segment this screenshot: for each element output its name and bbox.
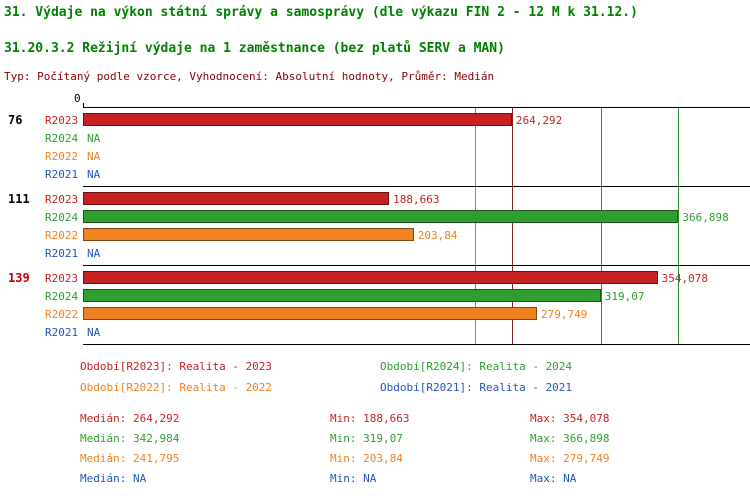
legend-item-r2021: Období[R2021]: Realita - 2021 (380, 381, 573, 394)
bar-r2024 (83, 210, 679, 223)
value-label: NA (87, 168, 101, 181)
chart-row: 139 R2023 354,078 (0, 269, 750, 287)
series-label: R2023 (45, 113, 79, 127)
series-label: R2022 (45, 149, 79, 163)
series-label: R2021 (45, 325, 79, 339)
stat-max-r2024: Max: 366,898 (530, 432, 610, 445)
stat-max-r2023: Max: 354,078 (530, 412, 610, 425)
value-label: 279,749 (540, 308, 588, 321)
stat-max-r2022: Max: 279,749 (530, 452, 610, 465)
bar-r2022 (83, 228, 414, 241)
value-label: 354,078 (661, 272, 708, 285)
chart-row: R2022 203,84 (0, 226, 750, 244)
reference-line (475, 108, 477, 344)
legend-item-r2024: Období[R2024]: Realita - 2024 (380, 360, 573, 373)
legend-item-r2023: Období[R2023]: Realita - 2023 (80, 360, 273, 373)
value-label: NA (87, 132, 101, 145)
bar-track: 319,07 (83, 287, 750, 305)
stat-median-r2023: Medián: 264,292 (80, 412, 180, 425)
bar-r2023 (83, 113, 512, 126)
bar-track: 264,292 (83, 111, 750, 129)
stat-median-r2021: Medián: NA (80, 472, 147, 485)
stats-block: Medián: 264,292 Min: 188,663 Max: 354,07… (0, 412, 750, 492)
stat-max-r2021: Max: NA (530, 472, 577, 485)
report-title: 31. Výdaje na výkon státní správy a samo… (4, 5, 638, 20)
chart-row: R2022 279,749 (0, 305, 750, 323)
value-label: 264,292 (515, 114, 563, 127)
series-label: R2021 (45, 246, 79, 260)
chart-row: R2021 NA (0, 244, 750, 262)
series-label: R2024 (45, 210, 79, 224)
group-label: 111 (8, 192, 30, 206)
chart-row: R2021 NA (0, 165, 750, 183)
bar-r2024 (83, 289, 601, 302)
reference-line (511, 108, 513, 344)
group-label: 76 (8, 113, 23, 127)
series-label: R2024 (45, 131, 79, 145)
value-label: 366,898 (682, 211, 729, 224)
stat-min-r2024: Min: 319,07 (330, 432, 403, 445)
value-label: 203,84 (417, 229, 458, 242)
chart-row: R2024 319,07 (0, 287, 750, 305)
bar-track: 203,84 (83, 226, 750, 244)
value-label: 319,07 (604, 290, 645, 303)
stat-median-r2024: Medián: 342,984 (80, 432, 180, 445)
bar-track: NA (83, 244, 750, 262)
bar-group: 111 R2023 188,663 R2024 366,898 R2022 203,84 R2… (0, 187, 750, 265)
value-label: NA (87, 326, 101, 339)
bar-track: NA (83, 165, 750, 183)
bar-track: 279,749 (83, 305, 750, 323)
chart-row: R2022 NA (0, 147, 750, 165)
bar-group: 139 R2023 354,078 R2024 319,07 R2022 279,749 R2… (0, 266, 750, 344)
bar-chart: 0 76 R2023 264,292 R2024 NA R2022 NA R2021 NA 111… (0, 92, 750, 345)
series-label: R2021 (45, 167, 79, 181)
value-label: NA (87, 150, 101, 163)
chart-row: 76 R2023 264,292 (0, 111, 750, 129)
series-label: R2022 (45, 307, 79, 321)
legend: Období[R2023]: Realita - 2023 Období[R20… (0, 360, 750, 400)
chart-meta-line: Typ: Počítaný podle vzorce, Vyhodnocení:… (4, 70, 495, 83)
legend-item-r2022: Období[R2022]: Realita - 2022 (80, 381, 273, 394)
bar-track: 354,078 (83, 269, 750, 287)
value-label: 188,663 (393, 193, 440, 206)
chart-row: R2021 NA (0, 323, 750, 341)
series-label: R2023 (45, 192, 79, 206)
reference-line (678, 108, 680, 344)
reference-line (600, 108, 602, 344)
group-label: 139 (8, 271, 30, 285)
bar-track: 188,663 (83, 190, 750, 208)
x-axis-zero-label: 0 (74, 92, 81, 105)
chart-row: R2024 366,898 (0, 208, 750, 226)
bar-r2022 (83, 307, 537, 320)
bar-r2023 (83, 192, 390, 205)
bar-track: 366,898 (83, 208, 750, 226)
stat-min-r2021: Min: NA (330, 472, 377, 485)
series-label: R2022 (45, 228, 79, 242)
stat-min-r2023: Min: 188,663 (330, 412, 410, 425)
series-label: R2024 (45, 289, 79, 303)
group-separator (83, 344, 750, 345)
bar-track: NA (83, 129, 750, 147)
chart-title: 31.20.3.2 Režijní výdaje na 1 zaměstnanc… (4, 41, 505, 56)
x-axis-line (83, 107, 750, 108)
group-separator (83, 265, 750, 266)
bar-group: 76 R2023 264,292 R2024 NA R2022 NA R2021 NA (0, 108, 750, 186)
group-separator (83, 186, 750, 187)
value-label: NA (87, 247, 101, 260)
x-axis-tick (83, 103, 84, 107)
chart-row: 111 R2023 188,663 (0, 190, 750, 208)
stat-median-r2022: Medián: 241,795 (80, 452, 180, 465)
bar-track: NA (83, 147, 750, 165)
bar-track: NA (83, 323, 750, 341)
bar-r2023 (83, 271, 658, 284)
stat-min-r2022: Min: 203,84 (330, 452, 403, 465)
chart-row: R2024 NA (0, 129, 750, 147)
series-label: R2023 (45, 271, 79, 285)
